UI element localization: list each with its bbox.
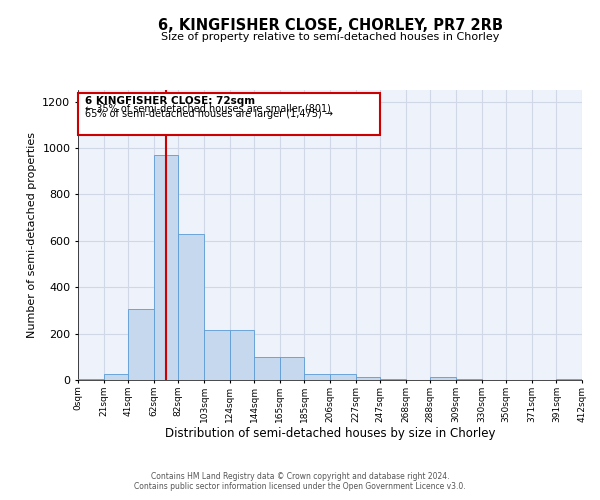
X-axis label: Distribution of semi-detached houses by size in Chorley: Distribution of semi-detached houses by … [165, 428, 495, 440]
Bar [330, 374, 356, 380]
Bar [304, 374, 330, 380]
Bar [204, 330, 230, 380]
Bar [178, 234, 204, 380]
Y-axis label: Number of semi-detached properties: Number of semi-detached properties [26, 132, 37, 338]
FancyBboxPatch shape [78, 94, 380, 135]
Bar [430, 376, 456, 380]
Bar [556, 379, 582, 380]
Bar [254, 357, 280, 380]
Text: 6, KINGFISHER CLOSE, CHORLEY, PR7 2RB: 6, KINGFISHER CLOSE, CHORLEY, PR7 2RB [157, 18, 503, 32]
Bar [104, 374, 128, 380]
Bar [230, 330, 254, 380]
Bar [280, 357, 304, 380]
Text: Size of property relative to semi-detached houses in Chorley: Size of property relative to semi-detach… [161, 32, 499, 42]
Text: 6 KINGFISHER CLOSE: 72sqm: 6 KINGFISHER CLOSE: 72sqm [85, 96, 256, 106]
Bar [154, 155, 178, 380]
Bar [128, 309, 154, 380]
Text: 65% of semi-detached houses are larger (1,475) →: 65% of semi-detached houses are larger (… [85, 109, 334, 119]
Text: Contains HM Land Registry data © Crown copyright and database right 2024.: Contains HM Land Registry data © Crown c… [151, 472, 449, 481]
Text: Contains public sector information licensed under the Open Government Licence v3: Contains public sector information licen… [134, 482, 466, 491]
Text: ← 35% of semi-detached houses are smaller (801): ← 35% of semi-detached houses are smalle… [85, 104, 331, 114]
Bar [78, 379, 104, 380]
Bar [356, 376, 380, 380]
